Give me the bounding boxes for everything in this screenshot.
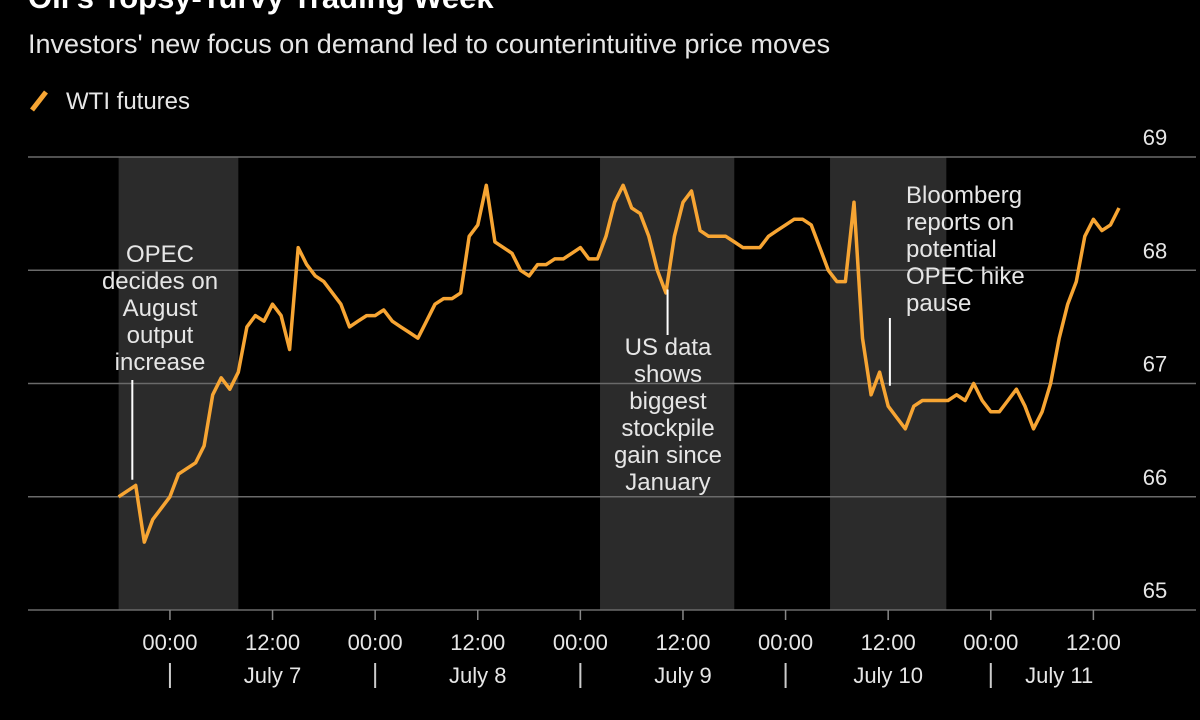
annotation-text: pause: [906, 290, 971, 317]
x-tick-label: 00:00: [348, 630, 403, 655]
x-tick-label: 00:00: [553, 630, 608, 655]
annotation-text: decides on: [102, 268, 218, 295]
x-tick-label: 00:00: [963, 630, 1018, 655]
annotation-text: Bloomberg: [906, 182, 1022, 209]
x-tick-label: 12:00: [1066, 630, 1121, 655]
y-tick-label: 65: [1143, 578, 1167, 603]
y-tick-label: 67: [1143, 352, 1167, 377]
chart-subtitle: Investors' new focus on demand led to co…: [28, 29, 830, 59]
chart-title: Oil's Topsy-Turvy Trading Week: [28, 0, 494, 15]
legend-label: WTI futures: [66, 88, 190, 115]
annotation-text: January: [625, 469, 710, 496]
annotation-text: OPEC hike: [906, 263, 1025, 290]
annotation-text: OPEC: [126, 241, 194, 268]
x-tick-label: 12:00: [861, 630, 916, 655]
annotation-text: reports on: [906, 209, 1014, 236]
y-tick-label: 68: [1143, 238, 1167, 263]
date-label: July 11: [1025, 663, 1093, 688]
x-tick-label: 12:00: [450, 630, 505, 655]
annotation-text: shows: [634, 361, 702, 388]
y-tick-label: 69: [1143, 125, 1167, 150]
annotation-text: gain since: [614, 442, 722, 469]
y-tick-label: 66: [1143, 465, 1167, 490]
annotation-text: US data: [625, 334, 712, 361]
date-label: July 8: [449, 663, 506, 688]
x-tick-label: 12:00: [655, 630, 710, 655]
legend: WTI futures: [30, 88, 190, 115]
data-line: [117, 183, 1121, 544]
annotation-text: stockpile: [621, 415, 714, 442]
x-tick-label: 12:00: [245, 630, 300, 655]
legend-swatch: [30, 90, 48, 112]
date-label: July 7: [244, 663, 301, 688]
x-tick-label: 00:00: [758, 630, 813, 655]
annotation-text: output: [127, 322, 194, 349]
date-label: July 10: [853, 663, 923, 688]
annotation-text: August: [123, 295, 198, 322]
annotation-text: potential: [906, 236, 997, 263]
date-label: July 9: [654, 663, 711, 688]
x-tick-label: 00:00: [142, 630, 197, 655]
annotation-text: biggest: [629, 388, 707, 415]
annotation-text: increase: [115, 349, 206, 376]
